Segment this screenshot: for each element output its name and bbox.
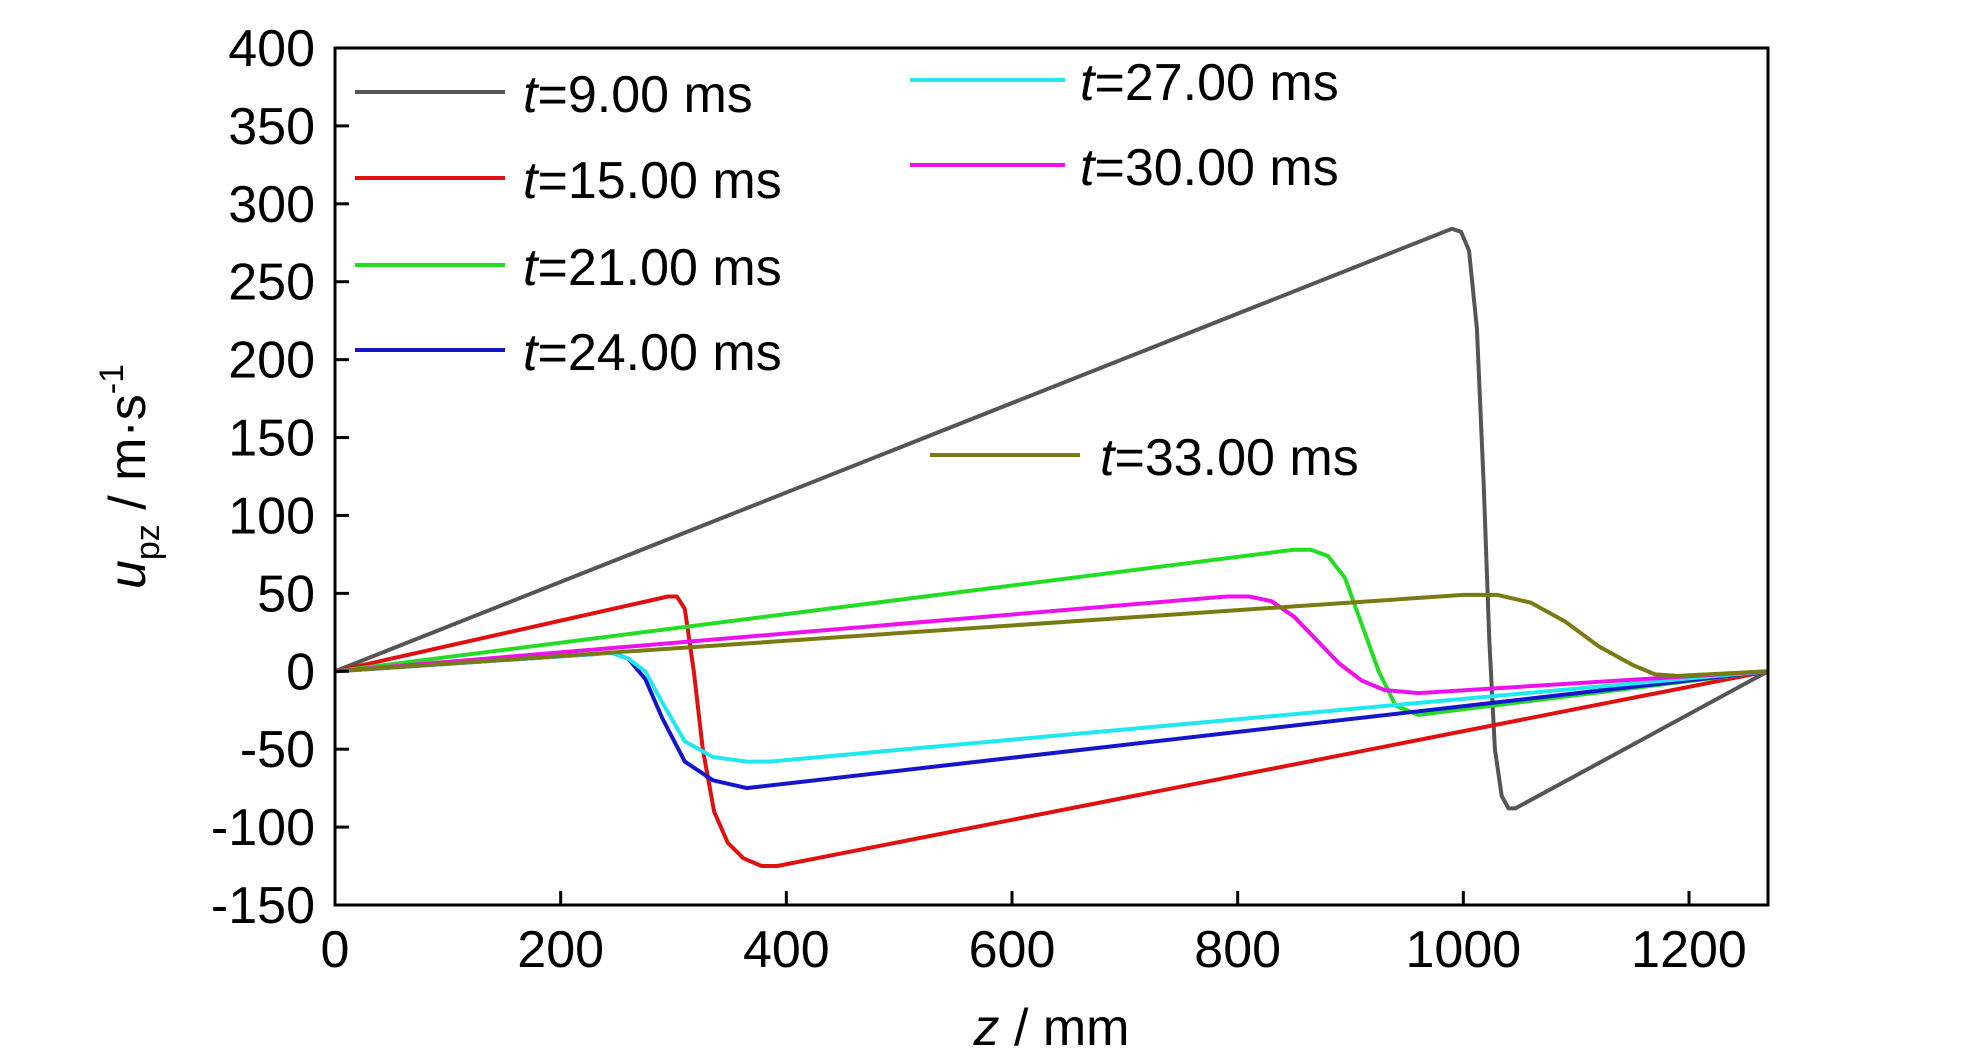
y-tick-label: 300 (228, 176, 315, 234)
series-line (334, 650, 1769, 791)
y-tick-label: 400 (228, 20, 315, 78)
x-tick-label: 0 (321, 921, 350, 979)
legend-item: t=21.00 ms (355, 239, 782, 297)
legend-item: t=30.00 ms (910, 139, 1339, 197)
y-tick-label: -50 (240, 721, 315, 779)
series-line (334, 226, 1769, 811)
legend-item: t=24.00 ms (355, 324, 782, 382)
legend-label: t=24.00 ms (523, 324, 782, 382)
x-axis: 0 200 400 600 800 1000 1200 (321, 891, 1747, 979)
y-tick-label: 350 (228, 98, 315, 156)
y-axis: -150 -100 -50 0 50 100 150 200 250 300 350 400 (211, 20, 349, 935)
series-layer (334, 226, 1769, 868)
x-tick-label: 600 (969, 921, 1056, 979)
x-tick-label: 200 (517, 921, 604, 979)
y-tick-label: 250 (228, 254, 315, 312)
series-line (334, 592, 1769, 678)
y-tick-label: 0 (286, 643, 315, 701)
x-tick-label: 400 (743, 921, 830, 979)
legend-item: t=27.00 ms (910, 54, 1339, 112)
legend: t=9.00 ms t=15.00 ms t=21.00 ms t=24.00 ms t… (355, 54, 1359, 487)
x-tick-label: 1200 (1631, 921, 1747, 979)
series-line (334, 650, 1769, 764)
series-line (334, 594, 1769, 696)
legend-label: t=15.00 ms (523, 152, 782, 210)
legend-item: t=9.00 ms (355, 66, 753, 124)
y-tick-label: 100 (228, 487, 315, 545)
x-tick-label: 800 (1194, 921, 1281, 979)
legend-label: t=9.00 ms (523, 66, 753, 124)
x-tick-label: 1000 (1406, 921, 1522, 979)
plot-frame (333, 46, 1770, 907)
y-tick-label: -100 (211, 799, 315, 857)
x-axis-label: z / mm (973, 999, 1130, 1057)
y-tick-label: 50 (257, 565, 315, 623)
legend-item: t=15.00 ms (355, 152, 782, 210)
series-line (334, 594, 1769, 868)
y-tick-label: 150 (228, 410, 315, 468)
legend-label: t=27.00 ms (1080, 54, 1339, 112)
legend-label: t=33.00 ms (1100, 429, 1359, 487)
legend-item: t=33.00 ms (930, 429, 1359, 487)
y-axis-label: upz / m·s-1 (93, 364, 167, 589)
legend-label: t=30.00 ms (1080, 139, 1339, 197)
y-tick-label: -150 (211, 877, 315, 935)
y-tick-label: 200 (228, 332, 315, 390)
legend-label: t=21.00 ms (523, 239, 782, 297)
